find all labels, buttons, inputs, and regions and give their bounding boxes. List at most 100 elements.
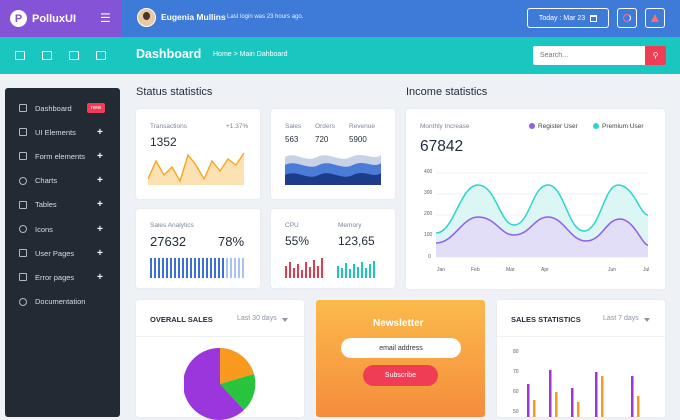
plus-icon[interactable]: + xyxy=(97,199,103,211)
sidebar-item-label: Documentation xyxy=(35,297,86,307)
chevron-down-icon[interactable] xyxy=(644,318,650,322)
status-heading: Status statistics xyxy=(136,86,213,98)
user-icon xyxy=(19,249,27,258)
plus-icon[interactable]: + xyxy=(97,150,103,162)
y-tick: 100 xyxy=(424,232,433,238)
sidebar-item-ui-elements[interactable]: UI Elements + xyxy=(5,120,120,144)
income-value: 67842 xyxy=(420,138,464,155)
sidebar-item-label: Icons xyxy=(35,224,53,234)
email-input[interactable]: email address xyxy=(341,338,461,358)
sidebar-item-error-pages[interactable]: Error pages + xyxy=(5,265,120,289)
sidebar-item-icons[interactable]: Icons + xyxy=(5,217,120,241)
y-tick: 80 xyxy=(513,349,519,355)
plus-icon[interactable]: + xyxy=(97,223,103,235)
sales-card: Sales Orders Revenue 563 720 5900 xyxy=(271,109,395,199)
sidebar-item-documentation[interactable]: Documentation xyxy=(5,290,120,314)
sales-period-select[interactable]: Last 7 days xyxy=(603,315,639,322)
breadcrumb[interactable]: Home > Main Dahboard xyxy=(213,51,288,58)
divider xyxy=(497,336,665,337)
cpu-memory-bars xyxy=(285,258,375,278)
revenue-value: 5900 xyxy=(349,135,367,144)
orders-label: Orders xyxy=(315,123,335,130)
x-tick: Feb xyxy=(471,267,480,273)
y-tick: 400 xyxy=(424,169,433,175)
pie-icon xyxy=(19,176,27,185)
quick-icons xyxy=(0,37,121,74)
sidebar-item-label: UI Elements xyxy=(35,127,76,137)
sales-wave-chart xyxy=(285,155,381,185)
x-tick: Jan xyxy=(437,267,446,273)
income-heading: Income statistics xyxy=(406,86,488,98)
search-button[interactable]: ⚲ xyxy=(645,46,666,65)
brand[interactable]: P PolluxUI xyxy=(0,0,121,37)
overall-period-select[interactable]: Last 30 days xyxy=(237,315,277,322)
divider xyxy=(136,336,304,337)
y-tick: 50 xyxy=(513,409,519,415)
sidebar-item-form-elements[interactable]: Form elements + xyxy=(5,144,120,168)
sidebar-item-label: Dashboard xyxy=(35,103,72,113)
sidebar-item-charts[interactable]: Charts + xyxy=(5,169,120,193)
plus-icon[interactable]: + xyxy=(97,271,103,283)
new-badge: new xyxy=(87,103,106,114)
premium-legend-dot xyxy=(593,123,599,129)
folder-icon[interactable] xyxy=(69,51,80,60)
logo-icon: P xyxy=(10,10,27,27)
x-tick: Mar xyxy=(506,267,515,273)
today-button[interactable]: Today : Mar 23 xyxy=(527,8,609,28)
menu-toggle-icon[interactable]: ☰ xyxy=(100,11,111,25)
calendar-icon[interactable] xyxy=(14,51,25,60)
icons-icon xyxy=(19,225,27,234)
sidebar-item-tables[interactable]: Tables + xyxy=(5,193,120,217)
grid-icon xyxy=(19,128,27,137)
overall-sales-card: OVERALL SALES Last 30 days xyxy=(136,300,304,420)
revenue-label: Revenue xyxy=(349,123,376,130)
form-icon xyxy=(19,152,27,161)
chart-button[interactable] xyxy=(617,8,637,28)
sidebar-item-label: Tables xyxy=(35,200,57,210)
x-tick: Jul xyxy=(643,267,650,273)
sales-analytics-card: Sales Analytics 27632 78% xyxy=(136,209,260,288)
memory-value: 123,65 xyxy=(338,234,375,248)
cpu-value: 55% xyxy=(285,234,310,248)
user-name: Eugenia Mullins xyxy=(161,12,226,22)
y-tick: 70 xyxy=(513,369,519,375)
sidebar-item-dashboard[interactable]: Dashboard new xyxy=(5,96,120,120)
analytics-value: 27632 xyxy=(150,234,187,249)
avatar[interactable] xyxy=(137,8,156,27)
y-tick: 60 xyxy=(513,389,519,395)
newsletter-card xyxy=(316,300,485,417)
orders-value: 720 xyxy=(315,135,329,144)
x-tick: Jun xyxy=(608,267,617,273)
chevron-down-icon[interactable] xyxy=(282,318,288,322)
plus-icon[interactable]: + xyxy=(97,126,103,138)
notifications-button[interactable] xyxy=(645,8,665,28)
sales-value: 563 xyxy=(285,135,299,144)
cpu-card: CPU Memory 55% 123,65 xyxy=(271,209,395,288)
plus-icon[interactable]: + xyxy=(97,247,103,259)
y-tick: 0 xyxy=(428,254,431,260)
register-legend-dot xyxy=(529,123,535,129)
sidebar-item-user-pages[interactable]: User Pages + xyxy=(5,241,120,265)
sales-statistics-bars xyxy=(527,370,640,417)
subscribe-button[interactable]: Subscribe xyxy=(363,365,438,386)
sidebar-item-label: Charts xyxy=(35,176,58,186)
register-legend-label: Register User xyxy=(538,123,578,130)
income-area-chart xyxy=(436,172,648,258)
transactions-sparkline xyxy=(148,152,245,185)
table-icon xyxy=(19,200,27,209)
plus-icon[interactable]: + xyxy=(97,175,103,187)
search-input[interactable] xyxy=(533,46,645,65)
brand-name: PolluxUI xyxy=(32,12,77,25)
overall-sales-title: OVERALL SALES xyxy=(150,315,213,324)
transactions-card: Transactions +1.37% 1352 xyxy=(136,109,260,199)
sales-label: Sales xyxy=(285,123,302,130)
mail-icon[interactable] xyxy=(41,51,52,60)
cpu-label: CPU xyxy=(285,222,299,229)
sidebar-item-label: User Pages xyxy=(35,248,75,258)
note-icon[interactable] xyxy=(96,51,107,60)
x-tick: Apr xyxy=(541,267,549,273)
monthly-increase-label: Monthly Increase xyxy=(420,123,470,130)
page-title: Dashboard xyxy=(136,47,202,61)
monitor-icon xyxy=(19,104,27,113)
transactions-change: +1.37% xyxy=(226,123,249,130)
